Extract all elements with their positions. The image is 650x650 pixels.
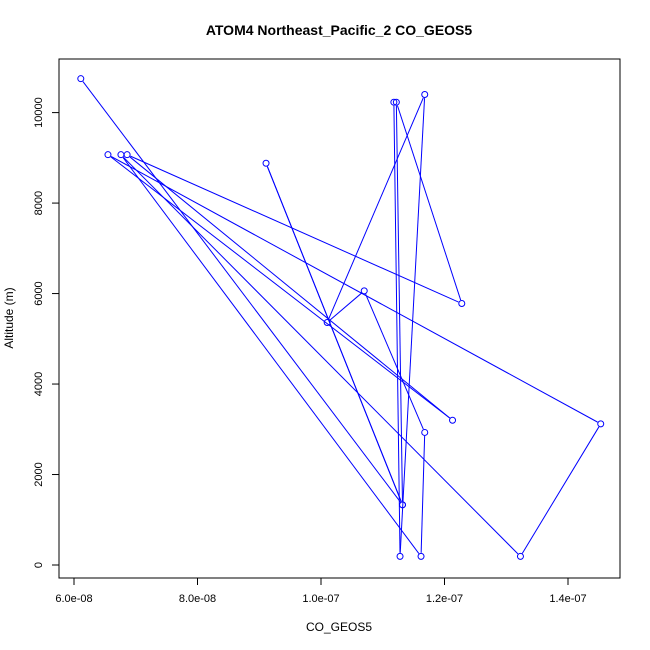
data-point [117, 151, 125, 159]
x-tick-label: 1.2e-07 [426, 593, 463, 605]
y-tick-label: 2000 [33, 462, 45, 486]
x-tick-label: 6.0e-08 [55, 593, 92, 605]
y-tick-label: 0 [33, 562, 45, 568]
data-point [77, 75, 85, 83]
data-point [323, 319, 331, 327]
series-line-segment [110, 155, 598, 423]
x-tick-label: 1.0e-07 [302, 593, 339, 605]
x-tick-label: 1.4e-07 [549, 593, 586, 605]
series-points [77, 75, 605, 560]
series-line-segment [328, 97, 424, 320]
y-tick-label: 8000 [33, 191, 45, 215]
x-tick-label: 8.0e-08 [179, 593, 216, 605]
x-axis-label: CO_GEOS5 [306, 620, 372, 634]
series-line-segment [130, 155, 459, 303]
y-tick-label: 10000 [33, 97, 45, 128]
series-line-segment [365, 293, 424, 430]
data-point [399, 501, 407, 509]
chart-title: ATOM4 Northeast_Pacific_2 CO_GEOS5 [206, 22, 473, 38]
data-point [516, 552, 524, 560]
x-axis: 6.0e-08 8.0e-08 1.0e-07 1.2e-07 1.4e-07 [55, 577, 587, 605]
series-line-segment [122, 157, 420, 554]
y-axis: 0 2000 4000 6000 8000 10000 [33, 97, 60, 568]
data-point [421, 91, 429, 99]
series-line-segment [420, 436, 426, 553]
series-lines [82, 81, 600, 555]
series-line-segment [266, 166, 402, 502]
y-tick-label: 4000 [33, 372, 45, 396]
data-point [123, 151, 131, 159]
series-line-segment [521, 426, 600, 554]
plot-area-frame [58, 58, 621, 579]
series-line-segment [123, 156, 519, 555]
series-line-segment [399, 98, 426, 553]
data-point [392, 98, 400, 106]
data-point [449, 416, 457, 424]
series-line-segment [395, 105, 403, 502]
series-line-segment [82, 81, 401, 503]
series-line-segment [396, 105, 462, 301]
data-point [262, 159, 270, 167]
series-line-segment [329, 292, 362, 321]
data-point [104, 151, 112, 159]
data-point [597, 420, 605, 428]
y-tick-label: 6000 [33, 281, 45, 305]
data-point [421, 428, 429, 436]
series-line-segment [110, 156, 450, 419]
series-line-segment [129, 156, 451, 419]
data-point [458, 300, 466, 308]
data-point [360, 287, 368, 295]
data-point [390, 98, 398, 106]
series-line-segment [393, 105, 401, 553]
data-point [417, 552, 425, 560]
data-point [396, 552, 404, 560]
y-axis-label: Altitude (m) [2, 287, 16, 348]
